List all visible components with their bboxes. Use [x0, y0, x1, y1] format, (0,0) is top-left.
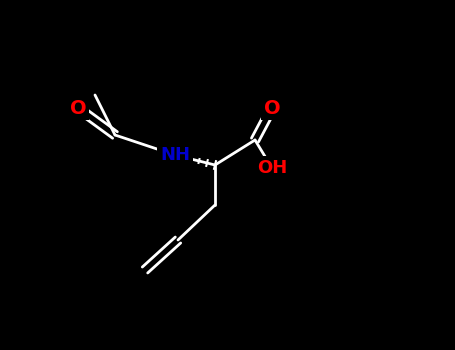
Text: O: O — [264, 98, 280, 118]
Text: NH: NH — [160, 146, 190, 164]
Text: O: O — [70, 98, 86, 118]
Text: OH: OH — [257, 159, 287, 177]
